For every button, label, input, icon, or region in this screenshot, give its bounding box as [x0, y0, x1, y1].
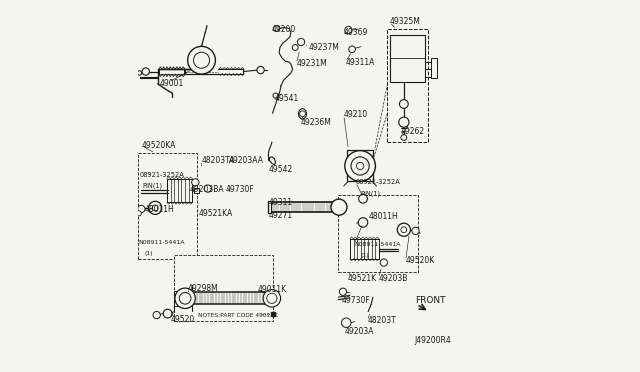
Text: 49520: 49520: [170, 315, 195, 324]
Bar: [138, 153, 196, 259]
Bar: [387, 29, 428, 142]
Text: 08921-3252A: 08921-3252A: [356, 179, 401, 185]
Text: N08911-5441A: N08911-5441A: [355, 242, 401, 247]
Text: 49311A: 49311A: [346, 58, 375, 67]
Text: 49271: 49271: [269, 211, 293, 219]
Text: 49001: 49001: [159, 80, 184, 89]
Circle shape: [193, 52, 209, 68]
Bar: [338, 195, 419, 272]
Text: 49203B: 49203B: [378, 274, 408, 283]
Bar: [431, 58, 436, 78]
Circle shape: [191, 179, 199, 186]
Text: 49311: 49311: [269, 198, 293, 207]
Text: 49542: 49542: [269, 165, 293, 174]
Text: 49011K: 49011K: [258, 285, 287, 294]
Text: 49521KA: 49521KA: [199, 209, 233, 218]
Text: 49236M: 49236M: [301, 118, 332, 127]
Text: 08921-3252A: 08921-3252A: [140, 172, 184, 178]
Circle shape: [349, 46, 355, 52]
Bar: [194, 188, 198, 193]
Circle shape: [136, 211, 141, 216]
Text: 49730F: 49730F: [225, 185, 254, 194]
Circle shape: [401, 135, 407, 141]
Circle shape: [399, 100, 408, 108]
Circle shape: [138, 205, 145, 213]
Circle shape: [163, 309, 172, 318]
Text: 49369: 49369: [344, 28, 368, 37]
Circle shape: [380, 259, 387, 266]
Circle shape: [345, 151, 376, 181]
Circle shape: [273, 26, 279, 31]
Text: 49520KA: 49520KA: [142, 141, 177, 150]
Text: 49520K: 49520K: [406, 256, 435, 265]
Circle shape: [152, 205, 158, 211]
Circle shape: [188, 46, 216, 74]
Circle shape: [339, 288, 347, 295]
Text: 49231M: 49231M: [296, 60, 327, 68]
Text: 49203BA: 49203BA: [190, 185, 225, 194]
Text: 48011H: 48011H: [369, 212, 399, 221]
Bar: [390, 35, 424, 82]
Text: FRONT: FRONT: [415, 296, 445, 305]
Circle shape: [179, 292, 191, 304]
Circle shape: [345, 26, 352, 33]
Text: NOTES:PART CODE 49011K: NOTES:PART CODE 49011K: [198, 313, 278, 318]
Circle shape: [358, 218, 368, 227]
Text: (1): (1): [361, 253, 369, 258]
Text: J49200R4: J49200R4: [415, 336, 452, 346]
Circle shape: [148, 201, 162, 214]
Text: 49203A: 49203A: [345, 327, 374, 336]
Circle shape: [300, 111, 305, 117]
Circle shape: [292, 45, 298, 50]
Text: 49325M: 49325M: [389, 17, 420, 26]
Circle shape: [397, 223, 410, 236]
Text: 49298M: 49298M: [188, 283, 219, 292]
Text: 49730F: 49730F: [341, 296, 370, 305]
Circle shape: [342, 318, 351, 327]
Circle shape: [331, 199, 347, 215]
Circle shape: [175, 288, 195, 308]
Circle shape: [263, 289, 280, 307]
Text: PIN(1): PIN(1): [142, 183, 162, 189]
Circle shape: [142, 68, 149, 75]
Circle shape: [401, 227, 407, 232]
Text: PIN(1): PIN(1): [360, 190, 380, 196]
Circle shape: [356, 162, 364, 170]
Circle shape: [257, 67, 264, 74]
Text: 49237M: 49237M: [309, 43, 340, 52]
Circle shape: [412, 227, 419, 234]
Bar: [174, 291, 186, 305]
Text: (1): (1): [144, 251, 153, 256]
Circle shape: [351, 157, 369, 175]
Circle shape: [138, 71, 141, 75]
Text: 49262: 49262: [400, 127, 424, 136]
Circle shape: [153, 311, 161, 319]
Ellipse shape: [298, 109, 307, 119]
Circle shape: [358, 195, 367, 203]
Text: 49541: 49541: [275, 94, 299, 103]
Circle shape: [399, 117, 409, 127]
Text: 49200: 49200: [272, 25, 296, 34]
Text: N08911-5441A: N08911-5441A: [138, 240, 185, 245]
Circle shape: [298, 38, 305, 46]
Circle shape: [267, 293, 277, 304]
Bar: [268, 201, 271, 214]
Text: 49203AA: 49203AA: [228, 156, 263, 165]
Text: 49521K: 49521K: [348, 274, 377, 283]
Circle shape: [273, 93, 278, 98]
Text: 48203TA: 48203TA: [202, 156, 235, 165]
Bar: [174, 255, 273, 321]
Text: 48203T: 48203T: [367, 317, 396, 326]
Circle shape: [204, 185, 211, 192]
Text: 49210: 49210: [344, 110, 368, 119]
Text: 48011H: 48011H: [145, 205, 175, 214]
